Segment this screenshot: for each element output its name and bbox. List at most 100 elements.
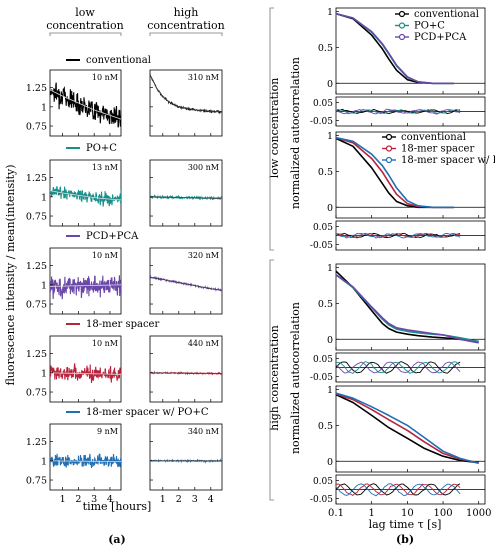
panel-b-caption: (b)	[396, 533, 414, 546]
timetrace-series-2-0	[50, 275, 121, 300]
resid-ytick-label-2-1: -0.05	[310, 373, 333, 383]
acf-ytick-label-3-1: 0.5	[318, 421, 333, 432]
timetrace-frame-1-1	[149, 159, 223, 227]
col-bracket-low	[49, 32, 122, 36]
col-header-low-line1: low	[75, 6, 95, 19]
acf-ytick-label-2-1: 0.5	[318, 299, 333, 310]
resid-ytick-label-0-1: -0.05	[310, 117, 333, 127]
acf-legend-marker-1-0	[385, 133, 393, 141]
col-header-high-line2: concentration	[147, 19, 225, 32]
timetrace-fit-0-0	[49, 89, 122, 120]
ytick-label-2-1: 1	[41, 280, 47, 291]
timetrace-frame-3-1	[149, 335, 223, 403]
acf-series-1-2	[335, 136, 454, 209]
ytick-label-2-0: 1.25	[26, 261, 47, 272]
acf-legend-label-1-2: 18-mer spacer w/ PO+C	[401, 155, 495, 166]
timetrace-fit-4-0	[49, 460, 121, 462]
acf-xtick-label-3: 100	[433, 508, 452, 519]
acf-series-2-2	[335, 274, 479, 344]
conc-label-4-0: 9 nM	[97, 427, 118, 436]
xtick-label-0-0: 1	[60, 494, 66, 505]
timetrace-fit-1-1	[149, 196, 223, 199]
acf-legend-marker-0-0	[398, 10, 406, 18]
acf-legend-marker-1-2	[385, 156, 393, 164]
acf-series-0-2	[335, 12, 454, 85]
conc-label-1-0: 13 nM	[92, 163, 118, 172]
acf-frame-2	[335, 263, 486, 351]
col-header-low-line2: concentration	[46, 19, 124, 32]
resid-ytick-label-3-1: -0.05	[310, 495, 333, 505]
ytick-label-4-0: 1.25	[26, 437, 47, 448]
resid-ytick-label-1-1: -0.05	[310, 241, 333, 251]
acf-ytick-label-3-0: 1	[327, 385, 333, 396]
acf-frame-0	[335, 7, 486, 95]
acf-legend-label-1-0: conventional	[401, 132, 466, 143]
acf-legend-label-0-0: conventional	[414, 9, 479, 20]
conc-label-0-1: 310 nM	[188, 73, 219, 82]
timetrace-series-0-0	[50, 82, 121, 128]
legend-label-1: PO+C	[86, 143, 117, 154]
group-label-high: high concentration	[268, 325, 281, 431]
acf-legend-marker-0-1	[398, 22, 406, 29]
panel-b-ylabel-bottom: normalized autocorrelation	[289, 302, 302, 454]
resid-series-2-0	[335, 361, 461, 374]
timetrace-fit-2-1	[149, 276, 223, 291]
conc-label-2-0: 10 nM	[92, 251, 118, 260]
conc-label-0-0: 10 nM	[92, 73, 118, 82]
col-bracket-high	[149, 32, 223, 36]
acf-legend-marker-0-2	[398, 33, 406, 41]
timetrace-frame-2-1	[149, 247, 223, 315]
acf-ytick-label-0-2: 0	[327, 79, 333, 90]
resid-series-3-2	[335, 483, 461, 497]
ytick-label-3-0: 1.25	[26, 349, 47, 360]
timetrace-fit-1-0	[49, 190, 122, 201]
acf-ytick-label-1-1: 0.5	[318, 167, 333, 178]
resid-ytick-label-3-0: 0.05	[313, 477, 333, 487]
ytick-label-2-2: 0.75	[26, 300, 47, 311]
acf-ytick-label-0-0: 1	[327, 7, 333, 18]
panel-a-caption: (a)	[108, 533, 126, 546]
resid-ytick-label-1-0: 0.05	[313, 223, 333, 233]
acf-ytick-label-1-2: 0	[327, 203, 333, 214]
legend-label-2: PCD+PCA	[86, 231, 139, 242]
timetrace-frame-0-1	[149, 69, 223, 137]
timetrace-frame-4-1	[149, 423, 223, 491]
legend-label-3: 18-mer spacer	[86, 319, 159, 330]
xtick-label-0-3: 4	[107, 494, 113, 505]
acf-series-3-2	[335, 392, 479, 465]
panel-b-xlabel: lag time τ [s]	[369, 518, 442, 531]
xtick-label-1-1: 2	[176, 494, 182, 505]
ytick-label-3-2: 0.75	[26, 388, 47, 399]
panel-a-ylabel: fluorescence intensity / mean(intensity)	[4, 164, 17, 385]
ytick-label-4-2: 0.75	[26, 476, 47, 487]
acf-ytick-label-1-0: 1	[327, 131, 333, 142]
conc-label-2-1: 320 nM	[188, 251, 219, 260]
ytick-label-0-2: 0.75	[26, 122, 47, 133]
ytick-label-1-1: 1	[41, 192, 47, 203]
resid-series-1-1	[335, 232, 461, 239]
legend-label-0: conventional	[86, 55, 151, 66]
acf-xtick-label-1: 1	[368, 508, 374, 519]
timetrace-fit-2-0	[49, 284, 122, 287]
legend-label-4: 18-mer spacer w/ PO+C	[86, 407, 209, 418]
xtick-label-0-2: 3	[91, 494, 97, 505]
xtick-label-1-0: 1	[160, 494, 166, 505]
timetrace-fit-3-1	[149, 372, 222, 374]
ytick-label-1-2: 0.75	[26, 212, 47, 223]
resid-series-3-1	[335, 483, 461, 496]
group-bracket-low	[269, 7, 274, 251]
ytick-label-4-1: 1	[41, 456, 47, 467]
conc-label-1-1: 300 nM	[188, 163, 219, 172]
timetrace-fit-3-0	[49, 372, 122, 375]
acf-ytick-label-2-2: 0	[327, 335, 333, 346]
timetrace-fit-0-1	[149, 74, 222, 112]
resid-series-2-1	[335, 361, 461, 374]
acf-xtick-label-2: 10	[401, 508, 414, 519]
conc-label-4-1: 340 nM	[188, 427, 219, 436]
ytick-label-0-0: 1.25	[26, 83, 47, 94]
panel-b-ylabel-top: normalized autocorrelation	[289, 57, 302, 209]
acf-legend-marker-1-1	[385, 145, 393, 152]
panel-a-xlabel: time [hours]	[83, 500, 152, 513]
